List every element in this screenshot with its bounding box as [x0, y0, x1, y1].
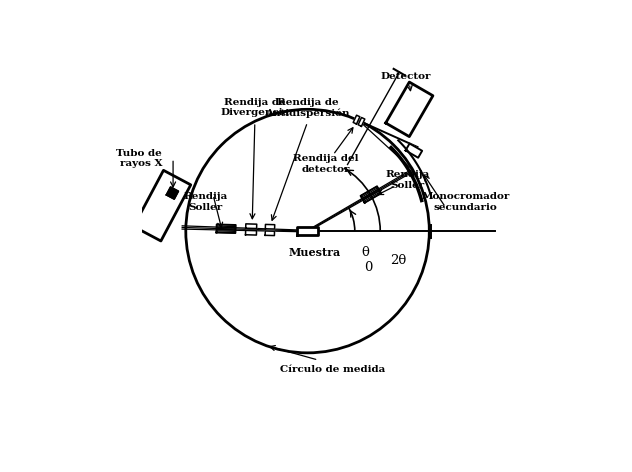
Text: θ: θ: [362, 246, 370, 260]
Polygon shape: [353, 115, 360, 124]
Polygon shape: [265, 231, 274, 236]
Text: Tubo de
rayos X: Tubo de rayos X: [116, 149, 162, 168]
Polygon shape: [133, 170, 191, 241]
Text: Círculo de medida: Círculo de medida: [281, 365, 386, 374]
Text: Rendija
Soller: Rendija Soller: [184, 192, 228, 212]
Text: Rendija de
Divergencia: Rendija de Divergencia: [221, 98, 289, 117]
Text: Rendija de
Antidispersión: Rendija de Antidispersión: [265, 98, 349, 118]
Polygon shape: [265, 224, 275, 229]
Polygon shape: [406, 143, 422, 158]
Polygon shape: [246, 224, 257, 228]
Text: 0: 0: [364, 261, 373, 274]
Text: Monocromador
secundario: Monocromador secundario: [422, 192, 510, 212]
Text: Rendija
Soller: Rendija Soller: [385, 170, 429, 190]
Text: Rendija del
detector: Rendija del detector: [293, 154, 358, 174]
Polygon shape: [245, 230, 257, 235]
Polygon shape: [166, 187, 178, 199]
Text: Detector: Detector: [380, 72, 431, 81]
Polygon shape: [358, 118, 365, 126]
Polygon shape: [386, 82, 433, 136]
Polygon shape: [296, 227, 319, 235]
Text: 2θ: 2θ: [391, 253, 406, 267]
Text: Muestra: Muestra: [289, 247, 341, 259]
